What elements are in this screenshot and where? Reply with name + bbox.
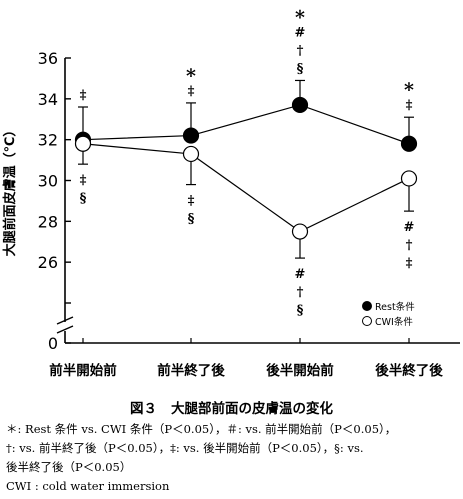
y-tick-label: 26 [38,253,58,272]
y-tick-label: 28 [38,212,58,231]
footnote-line: ＊: Rest 条件 vs. CWI 条件（P＜0.05），＃: vs. 前半開… [6,422,397,436]
footnote-line: †: vs. 前半終了後（P＜0.05），‡: vs. 後半開始前（P＜0.05… [6,441,364,455]
x-tick-label: 後半終了後 [375,362,443,379]
axis-break-mark [56,316,74,325]
rest-point [291,96,309,114]
cwi-point [400,170,418,187]
axis-break-mark [56,325,74,334]
significance-mark: † [297,285,304,300]
y-tick-label: 30 [38,172,58,191]
significance-mark: * [186,65,196,87]
y-tick-label: 36 [38,49,58,68]
cwi-series-line [82,143,410,233]
footnote-line: 後半終了後（P＜0.05） [6,460,132,474]
cwi-point [291,223,309,240]
significance-mark: § [188,212,195,227]
footnotes: ＊: Rest 条件 vs. CWI 条件（P＜0.05），＃: vs. 前半開… [6,420,458,496]
x-tick-label: 前半終了後 [157,362,225,379]
y-tick-label: 0 [48,334,58,353]
significance-mark: ‡ [188,84,195,99]
significance-mark: † [406,238,413,253]
rest-point [400,135,418,152]
figure-number: 図３ [130,401,157,417]
significance-mark: * [295,6,305,28]
x-tick-label: 前半開始前 [49,362,117,379]
significance-mark: † [297,43,304,58]
significance-mark: # [404,220,415,235]
significance-mark: § [297,303,304,318]
significance-mark: ‡ [188,194,195,209]
footnote-line: CWI : cold water immersion [6,479,170,493]
y-tick-label: 34 [38,90,58,109]
y-axis-label: 大腿前面皮膚温（℃） [2,124,18,257]
legend: Rest条件 CWI条件 [362,301,415,328]
rest-series-line [82,104,410,145]
cwi-point [182,145,200,163]
chart-area: 大腿前面皮膚温（℃） 26 28 30 32 34 36 0 前半開始前 前半終了後 後半開始前 後… [2,6,460,379]
legend-label: Rest条件 [375,301,415,313]
significance-mark: ‡ [406,98,413,113]
significance-mark: ‡ [80,173,87,188]
cwi-point [74,135,92,152]
significance-mark: * [404,79,414,101]
y-tick-label: 32 [38,131,58,150]
axes: 26 28 30 32 34 36 0 前半開始前 前半終了後 後半開始前 後半終了後 [38,49,460,379]
significance-mark: # [295,25,306,40]
figure-caption: 図３ 大腿部前面の皮膚温の変化 [0,397,463,417]
significance-mark: § [80,191,87,206]
plot-area: ‡*‡*#†§*‡‡§ ‡§#†§#†‡ [74,6,418,318]
significance-mark: ‡ [80,88,87,103]
rest-point [182,127,200,144]
significance-mark: # [295,267,306,282]
significance-mark: ‡ [406,256,413,271]
legend-marker [362,316,372,326]
significance-mark: § [297,61,304,76]
legend-label: CWI条件 [375,316,413,328]
x-tick-label: 後半開始前 [266,362,334,379]
legend-marker [362,301,372,311]
figure-title: 大腿部前面の皮膚温の変化 [171,401,333,417]
